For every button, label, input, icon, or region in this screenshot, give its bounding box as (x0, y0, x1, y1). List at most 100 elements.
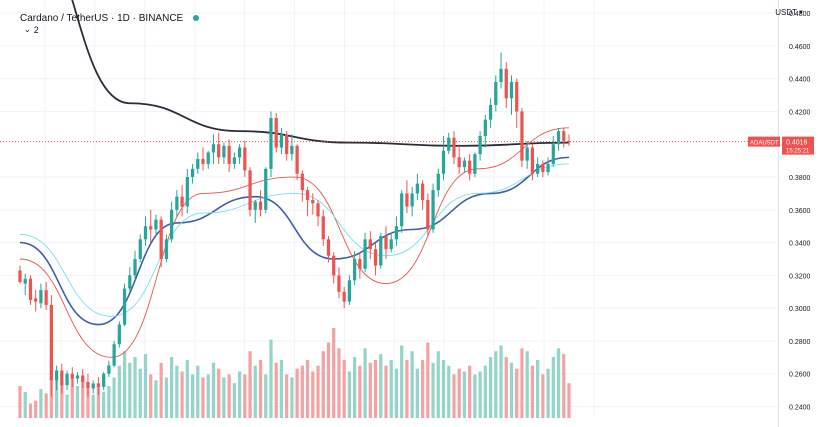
volume-bar (279, 359, 284, 418)
volume-bar (556, 348, 561, 418)
y-tick-label: 0.4400 (789, 77, 811, 84)
volume-bar (441, 359, 446, 418)
candle (138, 234, 142, 263)
candle-body (300, 173, 304, 191)
volume-bar (332, 328, 336, 418)
volume-bar (175, 365, 179, 418)
volume-bar (415, 368, 419, 418)
candle (149, 209, 153, 243)
candle (384, 226, 388, 259)
volume-bar (525, 351, 529, 418)
candle (488, 98, 493, 128)
volume-bar (316, 365, 320, 418)
volume-bar (232, 383, 236, 418)
candle-body (253, 201, 257, 210)
candle-body (190, 168, 195, 178)
candle (70, 367, 74, 387)
candle-body (138, 239, 142, 259)
volume-bar (102, 391, 106, 418)
symbol-tag-label: ADAUSDT (750, 141, 779, 147)
candle (180, 185, 184, 217)
candle (128, 267, 132, 292)
candle-body (567, 140, 571, 142)
candle (65, 370, 69, 391)
candle-body (546, 163, 550, 173)
candle-body (60, 370, 64, 386)
candle (133, 250, 137, 281)
candle-body (86, 381, 90, 389)
candle-body (405, 193, 409, 207)
candle-body (211, 144, 216, 153)
candle (468, 154, 472, 181)
candle (441, 136, 446, 181)
candle-body (154, 219, 158, 230)
candle (457, 144, 461, 174)
market-status-icon (193, 15, 200, 21)
candle-body (143, 226, 148, 240)
volume-bar (436, 351, 440, 418)
candle (305, 186, 310, 217)
candle-body (551, 144, 555, 164)
candle (321, 209, 325, 246)
candle-body (128, 275, 132, 289)
volume-bar (196, 365, 200, 418)
candle (154, 214, 158, 237)
candle-body (175, 196, 179, 210)
currency-label: USDT (775, 8, 798, 17)
volume-bar (227, 374, 231, 418)
volume-bar (185, 359, 189, 418)
volume-bar (368, 362, 372, 418)
volume-bar (337, 348, 341, 418)
volume-bar (248, 351, 252, 418)
volume-bar (567, 383, 571, 418)
volume-bar (23, 391, 27, 418)
volume-bar (96, 383, 101, 418)
volume-bar (509, 362, 514, 418)
y-tick-label: 0.3800 (789, 175, 811, 182)
candle-body (237, 147, 242, 158)
candle (91, 380, 95, 394)
countdown-label: 15:25:21 (786, 149, 810, 155)
candle-body (34, 298, 38, 302)
y-tick-label: 0.2600 (789, 372, 811, 379)
volume-bar (562, 354, 566, 418)
candle-body (232, 157, 236, 164)
candle (567, 134, 571, 146)
volume-bar (326, 342, 331, 418)
volume-bar (75, 386, 80, 418)
candle (504, 62, 508, 109)
symbol-title[interactable]: Cardano / TetherUS · 1D · BINANCE (20, 12, 184, 24)
candle (34, 290, 38, 312)
currency-selector[interactable]: USDT ▼ (775, 8, 804, 17)
candle-body (18, 270, 22, 282)
volume-bar (122, 351, 127, 418)
candle (373, 242, 378, 276)
candle (509, 75, 514, 115)
volume-bar (164, 377, 169, 418)
candle (60, 363, 64, 394)
candle (311, 193, 315, 215)
candle-body (23, 278, 27, 284)
volume-bar (520, 348, 524, 418)
indicators-toggle[interactable]: ⌄ 2 (24, 25, 39, 35)
candle (227, 139, 231, 173)
candle (117, 321, 121, 348)
candle-body (81, 375, 85, 382)
volume-bar (128, 362, 132, 418)
volume-bar (222, 377, 226, 418)
volume-bar (541, 374, 545, 418)
candle (102, 372, 106, 391)
volume-bar (107, 386, 111, 418)
volume-bar (420, 359, 425, 418)
candle (478, 131, 482, 161)
volume-bar (394, 368, 399, 418)
candle-body (70, 373, 74, 379)
candle-body (536, 163, 540, 174)
candle (353, 250, 357, 286)
candle-body (185, 177, 189, 207)
candle (279, 127, 284, 155)
candle-body (227, 145, 231, 164)
candle (39, 283, 43, 309)
candle-body (290, 145, 294, 155)
